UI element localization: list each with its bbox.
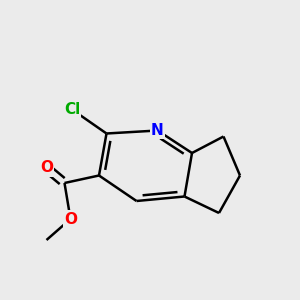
Text: O: O	[40, 160, 53, 175]
Text: Cl: Cl	[64, 102, 80, 117]
Text: N: N	[151, 123, 164, 138]
Text: O: O	[64, 212, 77, 226]
